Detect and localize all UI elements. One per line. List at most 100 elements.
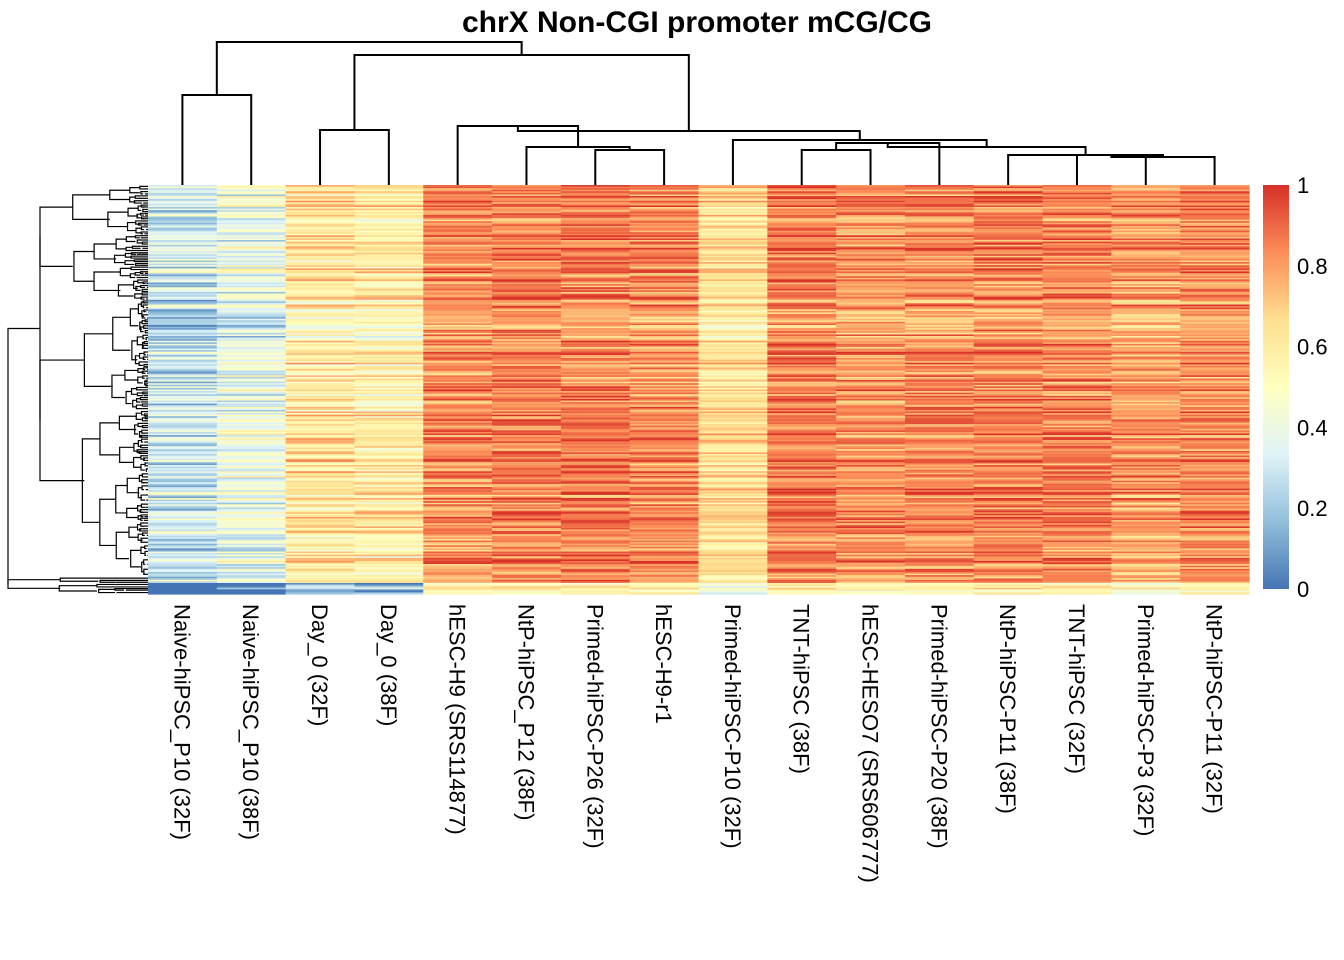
heatmap-cell [629,586,700,589]
heatmap-cell [148,284,218,287]
heatmap-cell [698,369,768,372]
heatmap-cell [767,516,837,520]
heatmap-cell [767,520,837,523]
heatmap-cell [973,342,1044,345]
heatmap-cell [1180,246,1250,249]
heatmap-cell [354,469,424,472]
heatmap-cell [492,518,562,521]
heatmap-cell [354,189,424,192]
heatmap-cell [904,417,975,420]
heatmap-cell [148,230,218,233]
heatmap-cell [767,232,837,235]
heatmap-cell [285,313,356,317]
heatmap-cell [1111,428,1181,431]
heatmap-cell [1042,257,1112,260]
heatmap-cell [492,405,562,408]
heatmap-cell [629,431,700,435]
heatmap-cell [698,521,768,524]
heatmap-cell [354,199,424,202]
heatmap-cell [354,260,424,263]
heatmap-cell [767,241,837,244]
heatmap-cell [1042,452,1112,455]
heatmap-cell [767,587,837,590]
heatmap-cell [148,359,218,362]
heatmap-cell [1111,348,1181,351]
heatmap-cell [216,398,287,402]
heatmap-cell [354,321,424,325]
heatmap-cell [1111,455,1181,458]
heatmap-cell [767,551,837,554]
heatmap-cell [698,422,768,425]
heatmap-cell [973,457,1044,460]
heatmap-cell [285,370,356,373]
heatmap-cell [423,425,493,428]
heatmap-cell [354,235,424,238]
heatmap-cell [698,383,768,386]
heatmap-cell [767,406,837,409]
colorbar-ticks: 00.20.40.60.81 [1297,173,1328,602]
heatmap-cell [148,207,218,210]
heatmap-cell [836,298,906,301]
heatmap-cell [285,317,356,320]
heatmap-cell [148,191,218,194]
heatmap-cell [354,238,424,241]
heatmap-cell [216,230,287,233]
heatmap-cell [1042,273,1112,276]
heatmap-cell [423,535,493,538]
heatmap-cell [1111,332,1181,336]
heatmap-cell [216,465,287,468]
heatmap-cell [836,394,906,397]
heatmap-cell [836,435,906,438]
heatmap-cell [492,414,562,417]
heatmap-cell [492,493,562,496]
heatmap-cell [285,285,356,288]
heatmap-cell [1111,329,1181,332]
heatmap-cell [492,403,562,406]
heatmap-cell [1111,257,1181,260]
heatmap-cell [629,233,700,236]
heatmap-cell [423,520,493,523]
row-dendrogram-link [124,260,135,266]
heatmap-cell [148,510,218,513]
heatmap-cell [492,361,562,364]
heatmap-cell [148,512,218,515]
heatmap-cell [973,321,1044,325]
heatmap-cell [698,323,768,326]
heatmap-cell [148,524,218,527]
heatmap-cell [1180,254,1250,257]
heatmap-cell [285,513,356,516]
heatmap-cell [216,315,287,318]
heatmap-cell [423,326,493,329]
heatmap-cell [423,479,493,482]
heatmap-cell [1180,210,1250,213]
heatmap-cell [698,375,768,378]
heatmap-cell [698,450,768,454]
heatmap-cell [1111,465,1181,468]
heatmap-cell [836,494,906,498]
heatmap-cell [1180,535,1250,538]
heatmap-cell [973,302,1044,306]
heatmap-cell [423,468,493,471]
heatmap-cell [285,435,356,438]
heatmap-cell [904,225,975,229]
heatmap-cell [973,488,1044,491]
heatmap-cell [904,233,975,236]
row-dendrogram-link [136,239,143,244]
heatmap-cell [216,516,287,520]
heatmap-cell [354,332,424,336]
heatmap-cell [216,321,287,325]
heatmap-cell [1042,354,1112,358]
heatmap-cell [1111,325,1181,328]
heatmap-cell [1111,476,1181,479]
heatmap-cell [629,373,700,376]
heatmap-cell [354,367,424,370]
heatmap-cell [904,200,975,203]
heatmap-cell [1042,208,1112,211]
heatmap-cell [836,468,906,471]
row-dendrogram-link [137,279,144,284]
heatmap-cell [698,295,768,298]
heatmap-cell [1111,197,1181,200]
heatmap-cell [904,542,975,545]
heatmap-cell [285,383,356,386]
heatmap-cell [629,587,700,590]
